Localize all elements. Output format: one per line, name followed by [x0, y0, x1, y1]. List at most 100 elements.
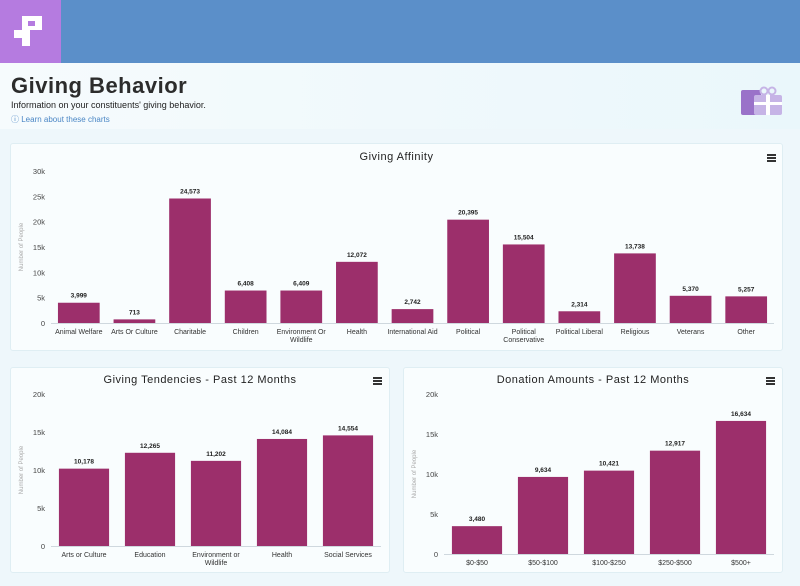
bar — [190, 460, 242, 546]
y-tick-label: 10k — [33, 268, 45, 277]
app-logo[interactable] — [0, 0, 61, 63]
bar — [614, 253, 656, 323]
bar — [447, 219, 489, 323]
x-tick-label: $100-$250 — [592, 560, 626, 567]
logo-icon — [14, 16, 42, 46]
bar — [451, 526, 503, 554]
x-tick-label: International Aid — [387, 329, 437, 336]
data-label: 13,738 — [625, 243, 645, 250]
chart-menu-icon[interactable] — [767, 154, 776, 162]
x-tick-label: Social Services — [324, 552, 372, 559]
data-label: 713 — [129, 309, 140, 316]
x-tick-label: Arts or Culture — [61, 552, 106, 559]
data-label: 24,573 — [180, 188, 200, 195]
y-tick-label: 20k — [426, 390, 438, 399]
giving-affinity-card: Giving Affinity 0 5k 10k 15k 20k 25k 30k Number… — [10, 143, 783, 351]
bar — [336, 261, 378, 323]
bar — [169, 198, 211, 323]
data-label: 9,634 — [535, 467, 552, 474]
chart-title: Giving Tendencies - Past 12 Months — [103, 374, 297, 386]
y-axis-title: Number of People — [19, 222, 25, 271]
y-tick-label: 20k — [33, 390, 45, 399]
bar — [583, 470, 635, 554]
x-tick-label: Political — [456, 329, 481, 336]
x-tick-label: Other — [737, 329, 755, 336]
y-tick-label: 20k — [33, 218, 45, 227]
bar — [391, 309, 434, 323]
data-label: 6,408 — [238, 281, 255, 288]
y-axis-title: Number of People — [19, 445, 25, 494]
y-tick-label: 25k — [33, 192, 45, 201]
gift-icon — [741, 86, 782, 115]
top-bar — [0, 0, 800, 63]
data-label: 16,634 — [731, 411, 751, 418]
bar — [669, 295, 712, 323]
bar — [280, 290, 323, 323]
y-tick-label: 5k — [37, 504, 45, 513]
x-tick-label: Education — [134, 552, 165, 559]
donation-amounts-card: Donation Amounts - Past 12 Months 0 5k 10k… — [403, 367, 783, 573]
x-tick-label: $500+ — [731, 560, 751, 567]
page-header — [0, 63, 800, 129]
data-label: 6,409 — [293, 281, 310, 288]
data-label: 10,178 — [74, 459, 94, 466]
x-tick-label: $250-$500 — [658, 560, 692, 567]
chart-title: Giving Affinity — [359, 151, 434, 163]
data-label: 3,480 — [469, 516, 486, 523]
x-tick-label: Environment Or — [277, 329, 327, 336]
donation-amounts-chart: 0 5k 10k 15k 20k Number of People 3,480 $0-$50 9… — [412, 390, 774, 567]
data-label: 14,554 — [338, 425, 358, 432]
data-label: 11,202 — [206, 451, 226, 458]
y-tick-label: 15k — [33, 243, 45, 252]
x-tick-label: Religious — [621, 329, 650, 336]
x-tick-label: Conservative — [503, 337, 544, 344]
x-tick-label: Environment or — [192, 552, 240, 559]
bar — [715, 420, 767, 554]
chart-menu-icon[interactable] — [766, 377, 775, 385]
chart-title: Donation Amounts - Past 12 Months — [496, 374, 690, 386]
x-tick-label: Wildlife — [205, 560, 228, 567]
x-tick-label: Arts Or Culture — [111, 329, 158, 336]
data-label: 2,314 — [571, 301, 588, 308]
giving-tendencies-chart: 0 5k 10k 15k 20k Number of People 10,178 Arts o… — [19, 390, 381, 567]
x-tick-label: Political — [512, 329, 537, 336]
x-tick-label: Animal Welfare — [55, 329, 102, 336]
bar — [725, 296, 768, 323]
x-tick-label: Veterans — [677, 329, 705, 336]
page-subtitle: Information on your constituents' giving… — [11, 100, 206, 110]
page-title: Giving Behavior — [11, 73, 188, 98]
bar — [502, 244, 545, 323]
y-tick-label: 10k — [426, 470, 438, 479]
x-tick-label: $0-$50 — [466, 560, 488, 567]
data-label: 5,257 — [738, 286, 755, 293]
chart-menu-icon[interactable] — [373, 377, 382, 385]
y-axis-title: Number of People — [412, 449, 418, 498]
bar — [649, 450, 701, 554]
x-tick-label: Charitable — [174, 329, 206, 336]
data-label: 10,421 — [599, 461, 619, 468]
x-tick-label: $50-$100 — [528, 560, 558, 567]
bar — [124, 452, 176, 546]
y-tick-label: 30k — [33, 167, 45, 176]
learn-about-charts-link[interactable]: ⓘ Learn about these charts — [11, 115, 110, 124]
data-label: 20,395 — [458, 210, 478, 217]
bar — [322, 435, 374, 546]
data-label: 15,504 — [514, 234, 534, 241]
data-label: 2,742 — [404, 299, 421, 306]
y-tick-label: 15k — [33, 428, 45, 437]
data-label: 3,999 — [71, 293, 88, 300]
y-tick-label: 0 — [434, 550, 438, 559]
x-tick-label: Health — [272, 552, 292, 559]
y-tick-label: 5k — [430, 510, 438, 519]
data-label: 14,084 — [272, 429, 292, 436]
x-tick-label: Children — [233, 329, 259, 336]
giving-affinity-chart: 0 5k 10k 15k 20k 25k 30k Number of People 3,999 A… — [19, 167, 774, 344]
bar — [113, 319, 156, 323]
bar — [58, 468, 110, 546]
giving-tendencies-card: Giving Tendencies - Past 12 Months 0 5k 10… — [10, 367, 390, 573]
bar — [517, 476, 569, 554]
bar — [57, 302, 100, 323]
data-label: 12,265 — [140, 443, 160, 450]
y-tick-label: 15k — [426, 430, 438, 439]
data-label: 5,370 — [682, 286, 699, 293]
